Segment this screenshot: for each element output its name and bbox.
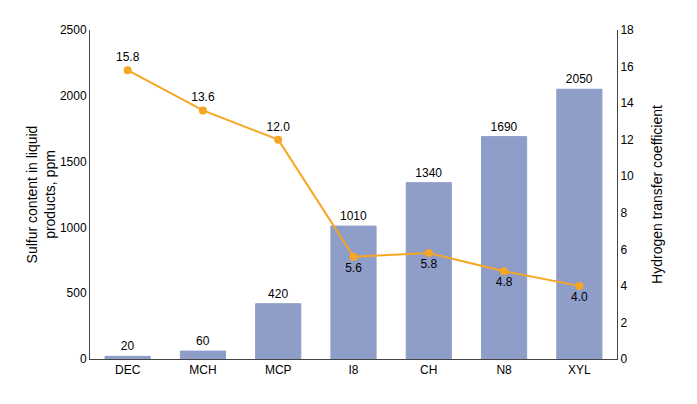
svg-text:8: 8	[620, 206, 627, 220]
svg-text:1500: 1500	[60, 155, 87, 169]
svg-text:10: 10	[620, 169, 634, 183]
svg-text:0: 0	[620, 352, 627, 366]
svg-text:16: 16	[620, 60, 634, 74]
svg-text:2000: 2000	[60, 89, 87, 103]
svg-text:18: 18	[620, 23, 634, 37]
svg-text:4.0: 4.0	[571, 290, 588, 304]
svg-text:MCH: MCH	[189, 363, 216, 377]
svg-text:2500: 2500	[60, 23, 87, 37]
svg-text:420: 420	[268, 287, 288, 301]
svg-text:1690: 1690	[491, 120, 518, 134]
svg-text:I8: I8	[348, 363, 358, 377]
svg-text:5.8: 5.8	[420, 257, 437, 271]
svg-text:XYL: XYL	[568, 363, 591, 377]
svg-text:N8: N8	[496, 363, 512, 377]
svg-text:2050: 2050	[566, 72, 593, 86]
svg-text:6: 6	[620, 243, 627, 257]
svg-text:1010: 1010	[340, 209, 367, 223]
svg-text:60: 60	[196, 334, 210, 348]
svg-text:Sulfur content in liquidproduc: Sulfur content in liquidproducts, ppm	[24, 126, 58, 264]
svg-text:13.6: 13.6	[191, 90, 215, 104]
svg-text:12.0: 12.0	[267, 120, 291, 134]
svg-text:15.8: 15.8	[116, 50, 140, 64]
svg-text:Hydrogen transfer coefficient: Hydrogen transfer coefficient	[649, 105, 665, 284]
svg-text:4.8: 4.8	[496, 275, 513, 289]
svg-text:1340: 1340	[415, 166, 442, 180]
svg-text:MCP: MCP	[265, 363, 292, 377]
svg-text:20: 20	[121, 339, 135, 353]
svg-text:4: 4	[620, 279, 627, 293]
svg-text:0: 0	[80, 352, 87, 366]
svg-text:14: 14	[620, 96, 634, 110]
svg-text:2: 2	[620, 316, 627, 330]
svg-text:500: 500	[67, 286, 87, 300]
svg-text:5.6: 5.6	[345, 261, 362, 275]
svg-text:1000: 1000	[60, 221, 87, 235]
svg-text:12: 12	[620, 133, 634, 147]
svg-text:CH: CH	[420, 363, 437, 377]
svg-text:DEC: DEC	[115, 363, 141, 377]
